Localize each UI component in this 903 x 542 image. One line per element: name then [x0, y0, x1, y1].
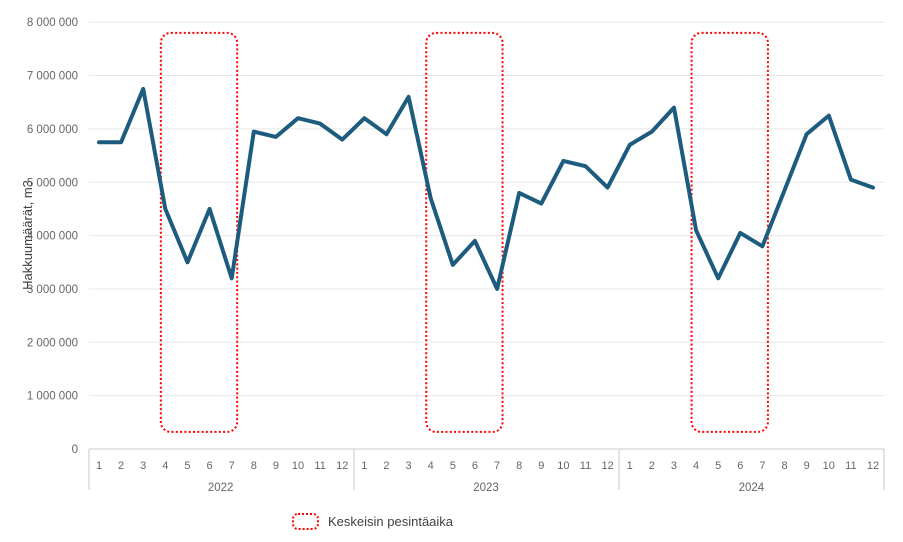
month-tick-label: 1 — [627, 460, 633, 472]
y-tick-label: 8 000 000 — [27, 17, 78, 29]
legend-label: Keskeisin pesintäaika — [328, 513, 454, 529]
highlight-box-2024 — [690, 31, 769, 433]
month-tick-label: 1 — [361, 460, 367, 472]
month-tick-label: 7 — [759, 460, 765, 472]
month-tick-label: 5 — [715, 460, 721, 472]
y-tick-label: 7 000 000 — [27, 71, 78, 83]
month-tick-label: 9 — [538, 460, 544, 472]
month-tick-label: 11 — [845, 460, 856, 472]
month-tick-label: 5 — [450, 460, 456, 472]
month-tick-label: 12 — [867, 460, 879, 472]
month-tick-label: 6 — [472, 460, 478, 472]
month-tick-label: 2 — [118, 460, 124, 472]
highlight-box-2023 — [425, 31, 504, 433]
month-tick-label: 3 — [406, 460, 412, 472]
month-tick-label: 12 — [601, 460, 613, 472]
y-tick-label: 0 — [72, 444, 78, 456]
month-tick-label: 4 — [693, 460, 699, 472]
month-tick-label: 7 — [494, 460, 500, 472]
month-tick-label: 3 — [140, 460, 146, 472]
month-tick-label: 9 — [273, 460, 279, 472]
year-label: 2023 — [473, 482, 499, 494]
month-tick-label: 12 — [336, 460, 348, 472]
month-tick-label: 5 — [184, 460, 190, 472]
month-tick-label: 10 — [557, 460, 569, 472]
month-tick-label: 2 — [383, 460, 389, 472]
month-tick-label: 2 — [649, 460, 655, 472]
month-tick-label: 10 — [292, 460, 304, 472]
y-tick-label: 1 000 000 — [27, 391, 78, 403]
month-tick-label: 10 — [823, 460, 835, 472]
month-tick-label: 8 — [781, 460, 787, 472]
legend-dotted-box-icon — [292, 512, 319, 530]
month-tick-label: 4 — [162, 460, 168, 472]
month-tick-label: 7 — [229, 460, 235, 472]
year-label: 2022 — [208, 482, 234, 494]
month-tick-label: 11 — [580, 460, 591, 472]
y-tick-label: 5 000 000 — [27, 177, 78, 189]
month-tick-label: 1 — [96, 460, 102, 472]
data-line — [97, 86, 875, 291]
month-tick-label: 4 — [428, 460, 434, 472]
highlight-box-2022 — [159, 31, 239, 433]
month-tick-label: 11 — [314, 460, 325, 472]
month-tick-label: 6 — [737, 460, 743, 472]
month-tick-label: 3 — [671, 460, 677, 472]
y-tick-label: 3 000 000 — [27, 284, 78, 296]
month-tick-label: 8 — [251, 460, 257, 472]
month-tick-label: 6 — [207, 460, 213, 472]
y-tick-label: 4 000 000 — [27, 231, 78, 243]
month-tick-label: 8 — [516, 460, 522, 472]
y-tick-label: 6 000 000 — [27, 124, 78, 136]
y-tick-label: 2 000 000 — [27, 337, 78, 349]
month-tick-label: 9 — [804, 460, 810, 472]
legend: Keskeisin pesintäaika — [292, 511, 453, 531]
year-label: 2024 — [739, 482, 765, 494]
